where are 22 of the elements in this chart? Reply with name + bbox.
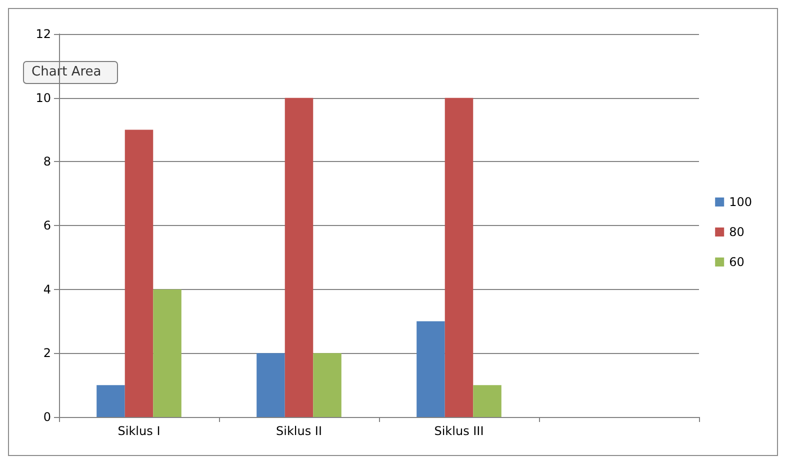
bar	[284, 98, 314, 417]
bar	[124, 130, 154, 417]
y-tick-label: 8	[43, 154, 51, 169]
bar	[416, 321, 445, 417]
legend-label: 100	[729, 195, 752, 209]
y-tick-label: 2	[43, 346, 51, 360]
bar	[256, 353, 285, 417]
bar	[444, 98, 474, 417]
x-tick-label: Siklus I	[118, 424, 160, 438]
x-tick-label: Siklus II	[276, 424, 322, 438]
legend-label: 60	[729, 255, 744, 269]
y-tick-label: 12	[36, 27, 51, 41]
x-tick-label: Siklus III	[434, 424, 484, 438]
y-tick-label: 4	[43, 282, 51, 296]
legend-label: 80	[729, 225, 744, 239]
y-tick-label: 0	[43, 410, 51, 424]
y-tick-label: 6	[43, 218, 51, 232]
bar	[153, 289, 182, 417]
bar	[473, 385, 502, 417]
bar	[96, 385, 125, 417]
bar	[313, 353, 342, 417]
y-tick-label: 10	[36, 90, 51, 105]
